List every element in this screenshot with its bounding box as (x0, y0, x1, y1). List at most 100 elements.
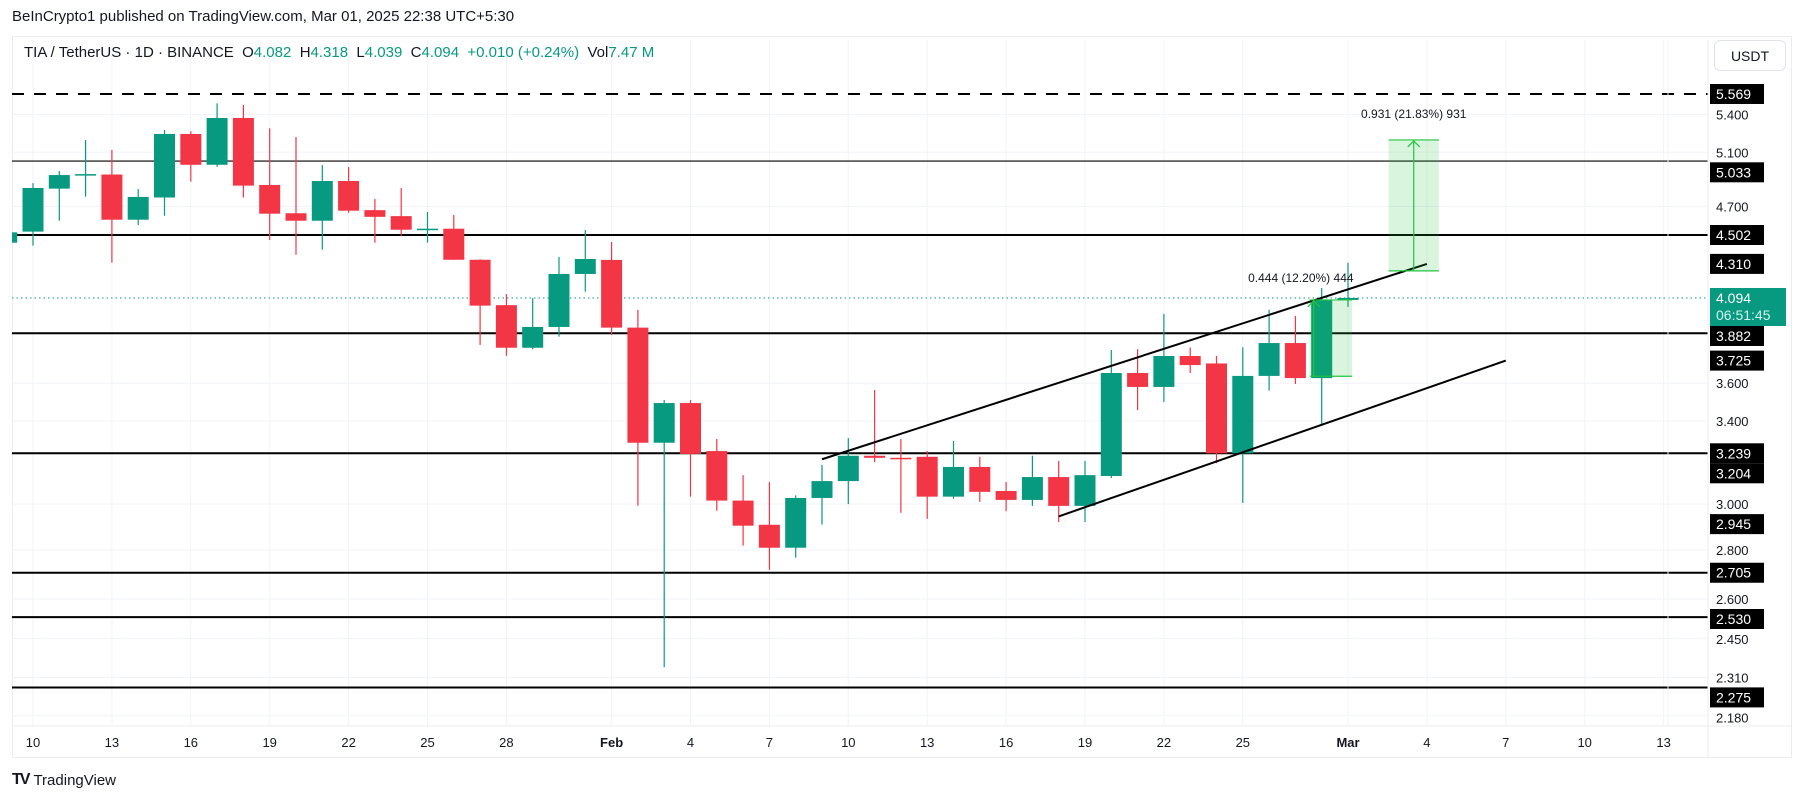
candle-body (417, 228, 438, 231)
current-price-tag-bg (1710, 287, 1786, 326)
candle (837, 438, 859, 505)
candle-body (338, 181, 360, 211)
candle (943, 440, 964, 499)
x-tick-label: 10 (26, 735, 40, 750)
trendline (821, 262, 1428, 461)
y-tick-label: 5.100 (1716, 145, 1749, 160)
candle-body (495, 305, 517, 348)
candle-body (1127, 373, 1149, 387)
candle (680, 400, 701, 497)
publisher-line: BeInCrypto1 published on TradingView.com… (12, 8, 515, 25)
price-tag-bg (1710, 443, 1764, 464)
candle (443, 214, 465, 260)
y-tick-label: 3.400 (1716, 414, 1749, 429)
candle-body (837, 455, 859, 482)
arrow-up-icon (1307, 300, 1321, 308)
candle (417, 211, 438, 243)
candle-body (995, 490, 1017, 500)
price-tag: 3.882 (1710, 325, 1764, 346)
candle (469, 259, 491, 345)
candle-body (601, 259, 623, 328)
price-tag: 2.705 (1710, 562, 1764, 583)
candle-body (259, 184, 281, 214)
candle (627, 309, 649, 506)
tradingview-brand: TradingView (33, 771, 116, 789)
candle (1311, 288, 1333, 425)
price-tag: 2.530 (1710, 608, 1764, 629)
price-tag-bg (1710, 608, 1764, 629)
candle (338, 167, 360, 213)
price-range-measure: 0.444 (12.20%) 444 (1248, 271, 1354, 377)
candle-body (1048, 477, 1070, 506)
trendline (1058, 359, 1507, 518)
candle-body (48, 175, 70, 189)
price-tag-label: 3.882 (1716, 328, 1751, 344)
price-tag-label: 2.530 (1716, 611, 1751, 627)
candle-body (758, 524, 780, 548)
price-tag-bg (1710, 162, 1764, 183)
candle (1179, 347, 1201, 374)
measure-label: 0.931 (21.83%) 931 (1361, 107, 1467, 121)
currency-button[interactable]: USDT (1714, 40, 1786, 71)
x-tick-label: 10 (1577, 735, 1591, 750)
candle (127, 189, 149, 226)
price-tag: 3.239 (1710, 443, 1764, 464)
candle-body (364, 210, 386, 217)
candle-body (311, 181, 333, 221)
candle (22, 183, 44, 246)
candle (969, 456, 991, 502)
x-tick-label: 25 (1236, 735, 1250, 750)
price-tag-bg (1710, 350, 1764, 371)
x-tick-label: 19 (262, 735, 276, 750)
candle (890, 439, 912, 513)
x-tick-label: 16 (184, 735, 198, 750)
candle (180, 131, 202, 182)
candle-body (469, 259, 491, 306)
volume-value: 7.47 M (608, 44, 655, 61)
price-tag: 3.725 (1710, 350, 1764, 371)
candle-body (548, 273, 570, 327)
candle (1100, 350, 1122, 479)
x-tick-label: 22 (341, 735, 355, 750)
tradingview-logo[interactable]: TV TradingView (12, 771, 116, 789)
candle (1153, 313, 1175, 402)
candle-body (1284, 343, 1306, 379)
measure-area (1309, 299, 1352, 377)
candle-body (1179, 355, 1201, 366)
candle (48, 171, 70, 221)
price-tag: 2.945 (1710, 514, 1764, 535)
countdown-label: 06:51:45 (1716, 307, 1771, 323)
x-tick-label: 22 (1157, 735, 1171, 750)
candle-body (706, 451, 728, 501)
candle-body (811, 481, 833, 498)
chart-frame (12, 36, 1792, 758)
candle-body (127, 196, 149, 220)
candle-body (232, 117, 254, 186)
candle-body (864, 455, 886, 458)
current-price-label: 4.094 (1716, 290, 1751, 306)
candle-body (969, 466, 991, 492)
candle (364, 199, 386, 243)
price-tag: 2.275 (1710, 687, 1764, 708)
low-value: 4.039 (364, 44, 403, 61)
low-label: L (356, 44, 365, 61)
x-tick-label: 13 (1656, 735, 1670, 750)
candle-body (916, 456, 938, 497)
price-tag-bg (1710, 687, 1764, 708)
x-tick-label: 4 (1423, 735, 1430, 750)
candle-body (22, 187, 44, 232)
candle-body (943, 466, 964, 497)
close-value: 4.094 (421, 44, 460, 61)
candle (653, 400, 675, 668)
y-tick-label: 2.180 (1716, 710, 1749, 725)
symbol-info[interactable]: TIA / TetherUS · 1D · BINANCE (24, 44, 234, 61)
x-tick-label: 25 (420, 735, 434, 750)
candle (995, 481, 1017, 512)
candle-body (1337, 297, 1359, 300)
y-tick-label: 3.600 (1716, 376, 1749, 391)
candle (12, 232, 18, 243)
candle (574, 230, 596, 292)
close-label: C (410, 44, 422, 61)
